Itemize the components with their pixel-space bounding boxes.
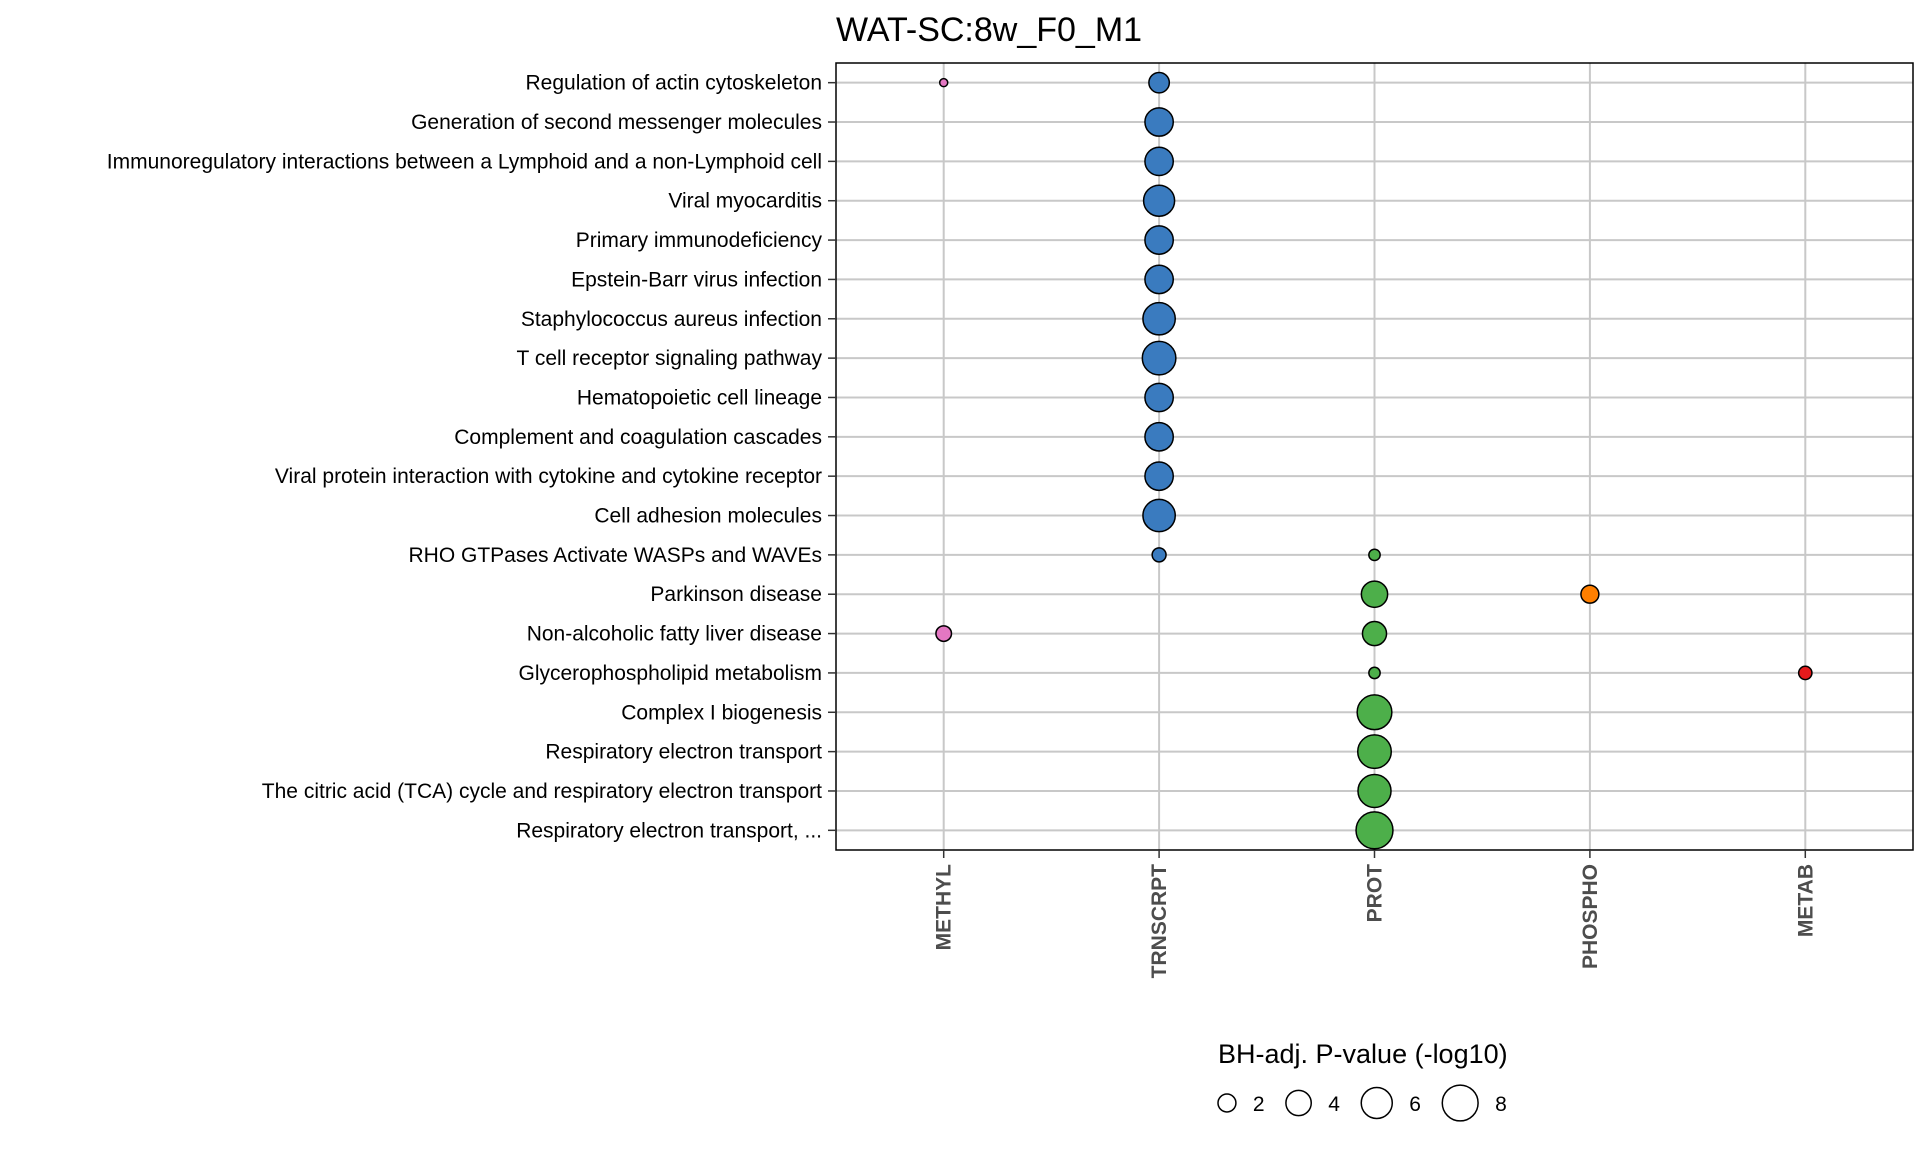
x-tick-label: METHYL [933,864,956,951]
data-point [1144,107,1175,137]
data-point [935,625,953,643]
data-point [1148,71,1171,94]
data-point [1356,734,1393,770]
y-tick-label: Complex I biogenesis [621,701,822,724]
legend-label: 2 [1253,1093,1265,1116]
legend-circle [1360,1086,1394,1120]
x-axis-labels: METHYL TRNSCRPT PROT PHOSPHO METAB [933,850,1817,979]
y-tick-label: Immunoregulatory interactions between a … [107,150,822,173]
y-tick-label: Viral myocarditis [668,190,822,213]
legend-circle [1441,1084,1479,1122]
chart-title: WAT-SC:8w_F0_M1 [836,11,1142,49]
legend-circle [1285,1089,1313,1117]
data-point [1144,461,1175,492]
size-legend: BH-adj. P-value (-log10) 2 4 6 8 [1217,1039,1508,1122]
data-point [1141,340,1177,376]
data-point [1144,264,1175,295]
data-point [1361,620,1388,647]
y-tick-label: Respiratory electron transport, ... [516,819,822,842]
y-tick-label: Cell adhesion molecules [594,505,822,528]
y-tick-label: Primary immunodeficiency [576,229,823,252]
legend-label: 4 [1328,1093,1340,1116]
y-tick-label: Staphylococcus aureus infection [521,308,822,331]
y-tick-label: Parkinson disease [650,583,822,606]
legend-title: BH-adj. P-value (-log10) [1218,1039,1508,1069]
data-point [1356,694,1393,731]
data-point [1142,498,1176,533]
data-point [1142,184,1176,217]
data-point [938,77,949,88]
data-point [1360,580,1389,609]
legend-circle [1217,1093,1237,1113]
y-tick-label: RHO GTPases Activate WASPs and WAVEs [408,544,822,567]
y-tick-label: Complement and coagulation cascades [454,426,822,449]
legend-items: 2 4 6 8 [1217,1084,1507,1122]
x-tick-label: METAB [1794,864,1817,937]
y-tick-label: Regulation of actin cytoskeleton [525,72,822,95]
grid [836,63,1913,850]
y-tick-label: The citric acid (TCA) cycle and respirat… [262,780,822,803]
y-tick-label: Respiratory electron transport [545,741,822,764]
y-tick-label: Generation of second messenger molecules [411,111,822,134]
data-point [1144,225,1175,255]
data-point [1144,146,1175,177]
data-point [1151,547,1167,563]
data-point [1797,665,1813,681]
x-tick-label: PROT [1364,864,1387,923]
data-point [1144,382,1175,413]
y-tick-label: Epstein-Barr virus infection [571,268,822,291]
data-point [1580,584,1600,604]
y-tick-label: Hematopoietic cell lineage [577,386,822,409]
x-tick-label: PHOSPHO [1579,864,1602,969]
data-point [1144,421,1175,452]
x-tick-label: TRNSCRPT [1148,864,1171,979]
y-tick-label: Viral protein interaction with cytokine … [275,465,822,488]
data-point [1357,773,1392,809]
legend-label: 8 [1495,1093,1507,1116]
y-tick-label: T cell receptor signaling pathway [517,347,823,370]
y-axis-labels: Regulation of actin cytoskeleton Generati… [107,72,836,842]
y-tick-label: Glycerophospholipid metabolism [519,662,823,685]
legend-label: 6 [1409,1093,1421,1116]
data-point [1355,811,1394,850]
data-point [1142,301,1176,336]
data-point [1368,666,1381,680]
y-tick-label: Non-alcoholic fatty liver disease [527,623,822,646]
data-points [935,71,1813,850]
data-point [1368,548,1381,562]
